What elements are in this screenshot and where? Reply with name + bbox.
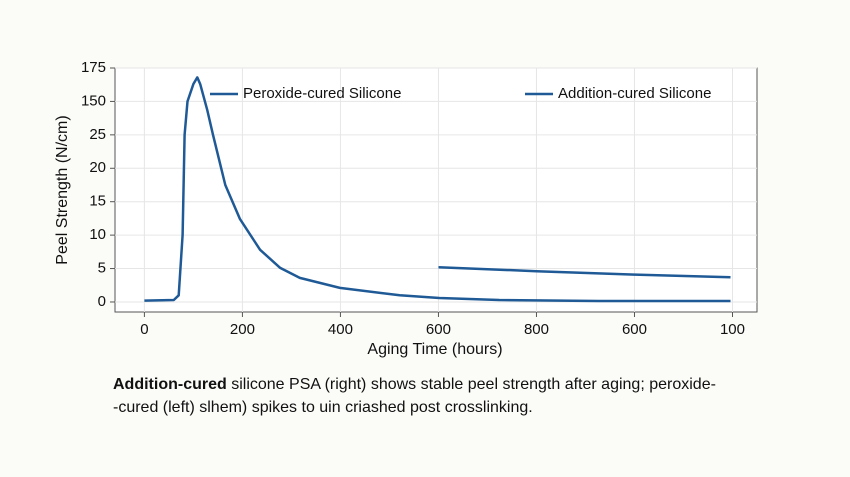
y-tick-label: 0 [98, 293, 106, 310]
plot-area [114, 67, 758, 313]
y-tick-label: 15 [89, 193, 106, 210]
y-tick-label: 10 [89, 226, 106, 243]
y-tick-label: 150 [81, 92, 106, 109]
y-tick-label: 20 [89, 159, 106, 176]
y-tick-label: 25 [89, 126, 106, 143]
x-tick-label: 100 [720, 321, 745, 338]
legend-label: Peroxide-cured Silicone [243, 85, 401, 102]
x-axis-label: Aging Time (hours) [367, 341, 502, 358]
y-tick-label: 5 [98, 260, 106, 277]
x-tick-label: 600 [622, 321, 647, 338]
y-tick-label: 175 [81, 59, 106, 76]
x-tick-label: 600 [426, 321, 451, 338]
caption-line: -cured (left) slhem) spikes to uin crias… [113, 399, 813, 417]
x-tick-label: 800 [524, 321, 549, 338]
caption: Addition-cured silicone PSA (right) show… [113, 376, 813, 394]
caption-bold: Addition-cured [113, 376, 227, 393]
caption-text: silicone PSA (right) shows stable peel s… [226, 376, 716, 393]
x-tick-label: 200 [230, 321, 255, 338]
series-line [144, 76, 731, 303]
legend-label: Addition-cured Silicone [558, 85, 711, 102]
x-tick-label: 0 [140, 321, 148, 338]
series-line [438, 265, 731, 279]
x-tick-label: 400 [328, 321, 353, 338]
y-axis-label: Peel Strength (N/cm) [54, 115, 71, 264]
caption-text: -cured (left) slhem) spikes to uin crias… [113, 399, 533, 416]
